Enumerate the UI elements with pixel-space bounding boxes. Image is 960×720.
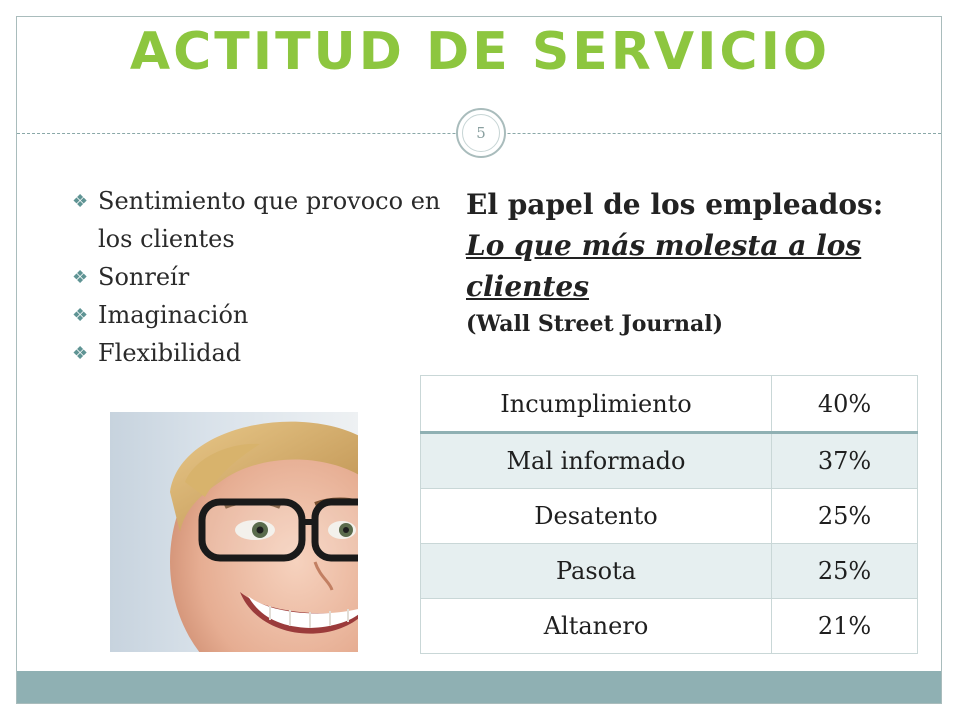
footer-bar bbox=[17, 671, 941, 703]
headline-lead: El papel de los empleados: bbox=[466, 188, 884, 221]
bullet-item: ❖ Sonreír bbox=[72, 258, 452, 296]
bullet-text: Sonreír bbox=[98, 263, 190, 291]
headline: El papel de los empleados: Lo que más mo… bbox=[466, 184, 906, 341]
bullet-text: Flexibilidad bbox=[98, 339, 242, 367]
table-cell-label: Incumplimiento bbox=[420, 375, 772, 434]
smiling-woman-illustration bbox=[170, 421, 358, 652]
diamond-bullet-icon: ❖ bbox=[72, 191, 89, 212]
table-cell-label: Mal informado bbox=[420, 432, 772, 489]
table-row: Pasota 25% bbox=[420, 543, 918, 599]
table-cell-value: 37% bbox=[771, 432, 918, 489]
table-row: Altanero 21% bbox=[420, 598, 918, 654]
slide-title: Actitud de servicio bbox=[129, 22, 831, 82]
bullet-list: ❖ Sentimiento que provoco en los clientes… bbox=[72, 182, 452, 372]
diamond-bullet-icon: ❖ bbox=[72, 305, 89, 326]
table-row: Mal informado 37% bbox=[420, 432, 918, 489]
slide-frame bbox=[16, 16, 942, 704]
table-cell-value: 21% bbox=[771, 598, 918, 654]
bullet-item: ❖ Imaginación bbox=[72, 296, 452, 334]
table-row: Desatento 25% bbox=[420, 488, 918, 544]
diamond-bullet-icon: ❖ bbox=[72, 267, 89, 288]
bullet-item: ❖ Flexibilidad bbox=[72, 334, 452, 372]
bullet-item: ❖ Sentimiento que provoco en los clientes bbox=[72, 182, 452, 258]
headline-emphasis: Lo que más molesta a los clientes bbox=[466, 229, 862, 303]
headline-source: (Wall Street Journal) bbox=[466, 311, 723, 337]
table-cell-label: Altanero bbox=[420, 598, 772, 654]
smiling-woman-photo bbox=[110, 412, 358, 652]
table-cell-label: Pasota bbox=[420, 543, 772, 599]
table-cell-value: 40% bbox=[771, 375, 918, 434]
diamond-bullet-icon: ❖ bbox=[72, 343, 89, 364]
slide-number-badge: 5 bbox=[456, 108, 506, 158]
slide-number: 5 bbox=[462, 114, 500, 152]
bullet-text: Imaginación bbox=[98, 301, 249, 329]
table-cell-value: 25% bbox=[771, 488, 918, 544]
complaints-table: Incumplimiento 40% Mal informado 37% Des… bbox=[420, 375, 918, 654]
table-row: Incumplimiento 40% bbox=[420, 375, 918, 434]
table-cell-label: Desatento bbox=[420, 488, 772, 544]
table-cell-value: 25% bbox=[771, 543, 918, 599]
bullet-text: Sentimiento que provoco en los clientes bbox=[98, 187, 441, 253]
